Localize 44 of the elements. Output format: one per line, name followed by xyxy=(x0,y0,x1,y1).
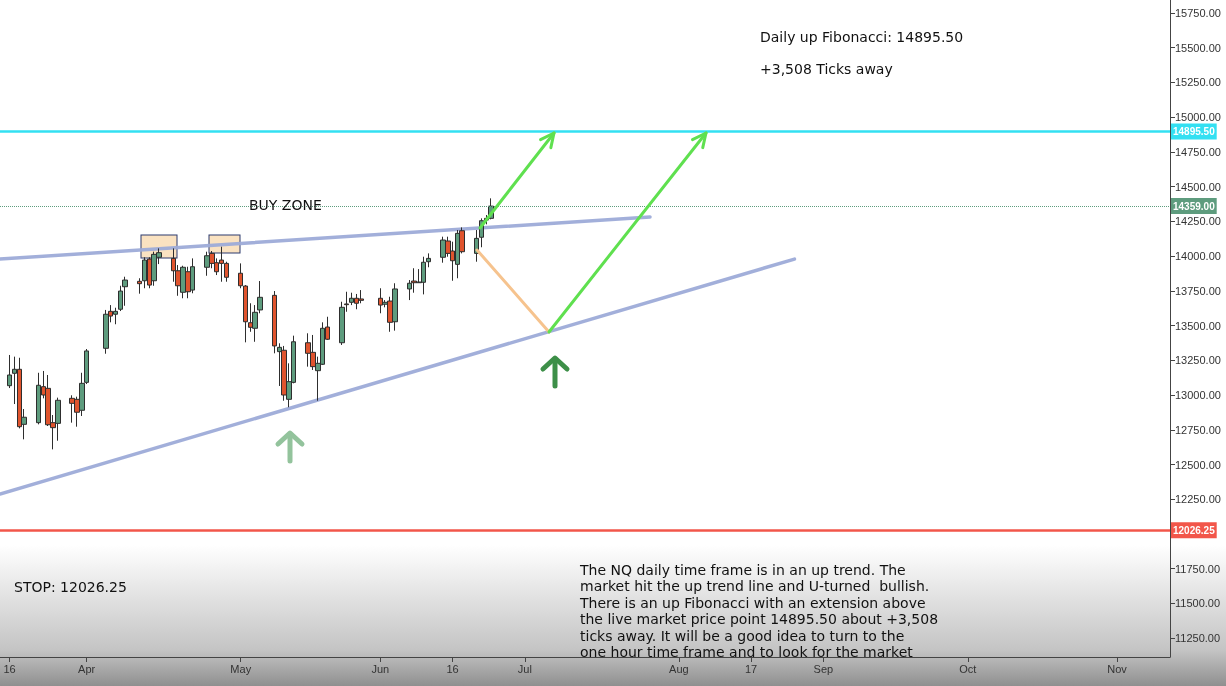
candlestick xyxy=(426,252,431,268)
y-tick-label: 15000.00 xyxy=(1175,111,1221,124)
x-tick-label: Apr xyxy=(78,662,96,675)
x-tick-label: May xyxy=(230,662,252,675)
candlestick xyxy=(103,309,109,355)
x-tick-label: Sep xyxy=(813,662,834,675)
y-tick-label: 13000.00 xyxy=(1175,389,1221,402)
y-tick-label: 11750.00 xyxy=(1175,562,1221,575)
candlestick xyxy=(7,354,12,389)
annotation: BUY ZONE xyxy=(249,197,322,214)
candlestick xyxy=(122,276,128,307)
y-tick-label: 13250.00 xyxy=(1175,354,1221,367)
x-tick-label: Aug xyxy=(669,662,689,675)
annotation: The NQ daily time frame is in an up trend. The market hit the up trend line and U-turned bullish. There is an up Fibonacci with an extension above the live market price point 14895.50 about +3,508 ticks away. It will be a good idea to turn to the one hour time frame and to look for the market xyxy=(580,562,939,661)
x-tick-label: Jun xyxy=(371,662,390,675)
y-tick-label: 14000.00 xyxy=(1175,250,1221,263)
x-tick-label: Oct xyxy=(959,662,977,675)
x-tick-label: Jul xyxy=(517,662,532,675)
y-tick-label: 12750.00 xyxy=(1175,423,1221,436)
x-tick-label: 17 xyxy=(744,662,758,675)
annotation: Daily up Fibonacci: 14895.50 xyxy=(760,29,964,46)
y-tick-label: 15500.00 xyxy=(1175,41,1221,54)
y-tick-label: 12500.00 xyxy=(1175,458,1221,471)
ref-line-label: 12026.25 xyxy=(1173,524,1216,536)
y-tick-label: 14500.00 xyxy=(1175,180,1221,193)
candlestick xyxy=(272,290,277,354)
y-tick-label: 11250.00 xyxy=(1175,632,1221,645)
ref-line-label: 14895.50 xyxy=(1173,126,1216,138)
annotation: +3,508 Ticks away xyxy=(760,61,893,78)
y-tick-label: 13500.00 xyxy=(1175,319,1221,332)
annotation: STOP: 12026.25 xyxy=(14,579,127,596)
candlestick xyxy=(378,287,383,314)
y-tick-label: 14250.00 xyxy=(1175,215,1221,228)
y-tick-label: 15750.00 xyxy=(1175,6,1221,19)
ref-line-label: 14359.00 xyxy=(1173,200,1216,212)
y-tick-label: 13750.00 xyxy=(1175,284,1221,297)
y-tick-label: 11500.00 xyxy=(1175,597,1221,610)
x-tick-label: Nov xyxy=(1107,662,1128,675)
candlestick xyxy=(137,277,142,295)
x-tick-label: 16 xyxy=(446,662,459,675)
y-tick-label: 14750.00 xyxy=(1175,145,1221,158)
y-tick-label: 12250.00 xyxy=(1175,493,1221,506)
y-tick-label: 15250.00 xyxy=(1175,76,1221,89)
x-tick-label: 16 xyxy=(3,662,16,675)
